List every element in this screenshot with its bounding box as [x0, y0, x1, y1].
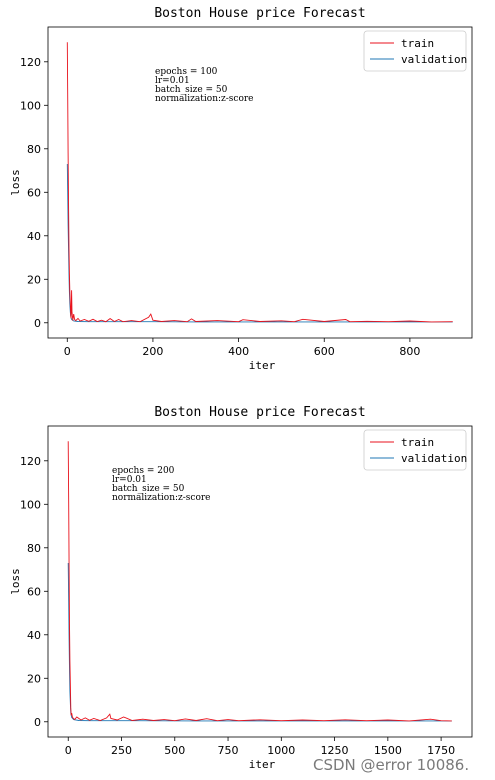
annotation-line: lr=0.01	[112, 475, 147, 485]
legend-label-train: train	[401, 37, 434, 50]
watermark: CSDN @error 10086.	[313, 756, 469, 774]
y-tick-label: 120	[20, 56, 41, 69]
annotation-line: normalization:z-score	[155, 94, 254, 104]
x-tick-label: 1000	[267, 744, 295, 757]
annotation-line: batch_size = 50	[112, 484, 185, 494]
y-tick-label: 40	[27, 230, 41, 243]
x-tick-label: 1500	[374, 744, 402, 757]
x-tick-label: 600	[314, 345, 335, 358]
x-tick-label: 200	[142, 345, 163, 358]
x-tick-label: 750	[218, 744, 239, 757]
legend-box	[363, 429, 467, 471]
series-line-train	[66, 42, 453, 323]
legend-label-validation: validation	[401, 452, 467, 465]
x-tick-label: 800	[399, 345, 420, 358]
plot-frame	[47, 425, 473, 738]
series-line-train	[67, 441, 452, 722]
legend-label-train: train	[401, 436, 434, 449]
y-tick-label: 80	[27, 542, 41, 555]
y-tick-label: 0	[34, 716, 41, 729]
x-tick-label: 0	[64, 345, 71, 358]
series-line-validation	[66, 163, 453, 323]
y-tick-label: 100	[20, 498, 41, 511]
legend-box	[363, 30, 467, 72]
y-tick-label: 60	[27, 186, 41, 199]
y-axis-label: loss	[9, 169, 22, 196]
y-tick-label: 80	[27, 143, 41, 156]
annotation-line: batch_size = 50	[155, 85, 228, 95]
annotation-line: lr=0.01	[155, 76, 190, 86]
series-line-validation	[67, 562, 452, 722]
y-tick-label: 20	[27, 672, 41, 685]
x-tick-label: 250	[111, 744, 132, 757]
y-tick-label: 0	[34, 317, 41, 330]
x-tick-label: 500	[164, 744, 185, 757]
y-tick-label: 120	[20, 455, 41, 468]
chart-title: Boston House price Forecast	[154, 6, 365, 21]
annotation-line: epochs = 200	[112, 466, 175, 476]
y-tick-label: 40	[27, 629, 41, 642]
chart-bottom: Boston House price Forecast 0 250 500 750 100…	[9, 405, 473, 771]
x-tick-label: 1750	[427, 744, 455, 757]
y-axis-label: loss	[9, 568, 22, 595]
x-tick-label: 0	[65, 744, 72, 757]
x-tick-label: 1250	[321, 744, 349, 757]
annotation-line: epochs = 100	[155, 67, 218, 77]
legend-label-validation: validation	[401, 53, 467, 66]
x-axis-label: iter	[249, 359, 276, 372]
y-tick-label: 100	[20, 99, 41, 112]
y-tick-label: 20	[27, 273, 41, 286]
y-tick-label: 60	[27, 585, 41, 598]
plot-frame	[47, 26, 473, 339]
x-tick-label: 400	[228, 345, 249, 358]
chart-title: Boston House price Forecast	[154, 405, 365, 420]
annotation-line: normalization:z-score	[112, 493, 211, 503]
x-axis-label: iter	[249, 758, 276, 771]
